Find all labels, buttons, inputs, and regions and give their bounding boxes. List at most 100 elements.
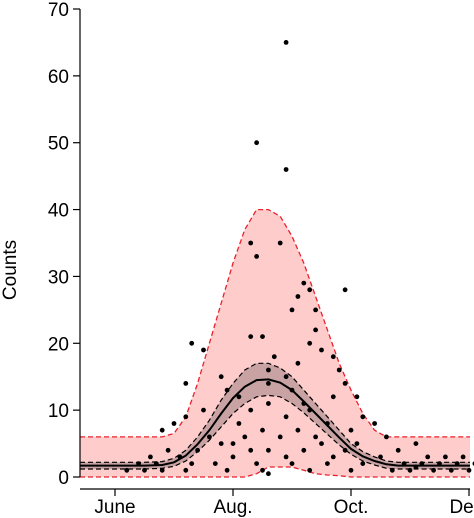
y-axis-title: Counts [0, 240, 21, 300]
data-point [342, 381, 348, 386]
data-point [360, 461, 366, 466]
data-point [330, 454, 336, 460]
data-point [248, 447, 254, 453]
y-tick-label: 10 [48, 401, 69, 422]
data-point [330, 394, 336, 400]
plot-points [124, 40, 474, 477]
data-point [413, 441, 419, 446]
data-point [212, 461, 218, 466]
prediction-interval-area [80, 209, 470, 477]
data-point [236, 421, 242, 426]
data-point [183, 381, 189, 386]
data-point [224, 467, 230, 473]
data-point [401, 461, 407, 466]
data-point [148, 454, 153, 460]
y-tick-label: 40 [48, 201, 69, 222]
data-point [266, 401, 271, 406]
data-point [419, 461, 425, 466]
data-point [201, 407, 206, 413]
data-point [260, 467, 265, 473]
data-point [142, 467, 147, 473]
confidence-lower-line [80, 394, 470, 470]
data-point [289, 307, 295, 313]
data-point [425, 454, 431, 460]
data-point [195, 447, 201, 453]
data-point [466, 467, 472, 473]
y-tick-label: 60 [48, 67, 69, 88]
data-point [307, 340, 313, 346]
data-point [295, 427, 301, 433]
data-point [230, 454, 236, 460]
data-point [330, 354, 336, 360]
data-point [260, 334, 265, 339]
data-point [201, 347, 206, 353]
data-point [189, 340, 195, 346]
x-tick-label: Aug. [213, 497, 252, 518]
data-point [283, 167, 289, 172]
data-point [254, 254, 259, 259]
x-tick-label: June [94, 497, 135, 518]
data-point [313, 434, 318, 440]
data-point [236, 394, 242, 400]
data-point [372, 421, 377, 426]
data-point [242, 434, 248, 440]
y-tick-label: 20 [48, 334, 69, 355]
y-tick-label: 0 [58, 468, 69, 489]
data-point [283, 454, 289, 460]
data-point [319, 347, 324, 353]
data-point [283, 40, 289, 45]
data-point [354, 394, 360, 400]
data-point [336, 367, 342, 373]
data-point [248, 334, 254, 339]
data-point [266, 367, 271, 373]
data-point [295, 294, 301, 299]
data-point [183, 467, 189, 473]
data-point [266, 447, 271, 453]
data-point [360, 414, 366, 420]
data-point [177, 454, 183, 460]
data-point [348, 467, 354, 473]
data-point [307, 407, 313, 413]
data-point [136, 461, 142, 466]
data-point [271, 354, 277, 360]
data-point [437, 461, 442, 466]
data-point [307, 287, 313, 293]
x-tick-label: Dec. [449, 497, 474, 518]
data-point [277, 434, 283, 440]
data-point [325, 421, 330, 426]
data-point [395, 447, 401, 453]
data-point [295, 360, 301, 366]
data-point [301, 447, 307, 453]
data-point [277, 240, 283, 246]
data-point [289, 387, 295, 393]
plot-bands [80, 209, 470, 477]
data-point [384, 434, 389, 440]
x-tick-label: Oct. [334, 497, 369, 518]
data-point [283, 374, 289, 380]
data-point [171, 421, 177, 426]
data-point [218, 441, 224, 446]
data-point [301, 280, 307, 286]
data-point [124, 467, 130, 473]
data-point [342, 447, 348, 453]
data-point [407, 467, 413, 473]
data-point [189, 461, 195, 466]
data-point [431, 467, 436, 473]
y-tick-label: 70 [48, 0, 69, 21]
data-point [325, 461, 330, 466]
data-point [230, 441, 236, 446]
data-point [448, 467, 454, 473]
data-point [283, 414, 289, 420]
data-point [413, 464, 419, 470]
data-point [389, 467, 395, 473]
data-point [289, 461, 295, 466]
data-point [159, 467, 165, 473]
data-point [313, 307, 318, 313]
data-point [207, 434, 212, 440]
data-point [348, 427, 354, 433]
data-point [301, 401, 307, 406]
data-point [378, 454, 383, 460]
data-point [183, 414, 189, 420]
prediction-upper-line [80, 208, 470, 438]
